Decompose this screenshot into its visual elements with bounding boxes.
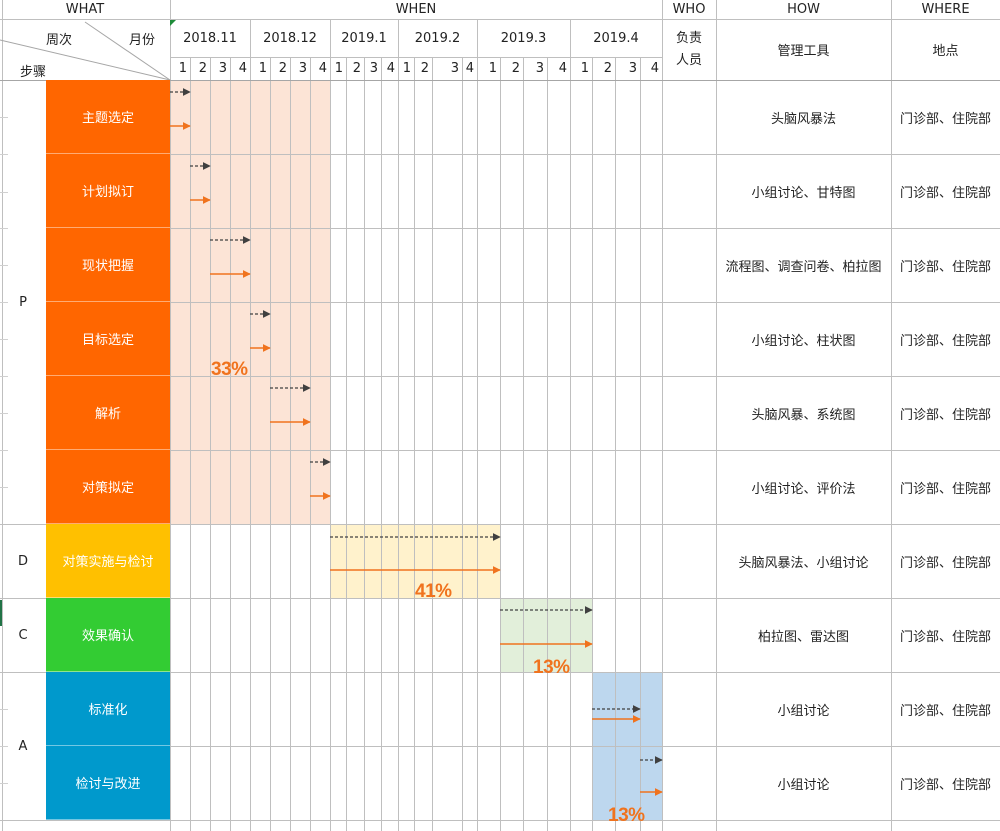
week-header: 4 — [650, 61, 659, 76]
diag-step-label: 步骤 — [20, 65, 47, 80]
diag-month-label: 月份 — [129, 33, 156, 48]
week-header: 1 — [178, 61, 187, 76]
step-cell: 对策实施与检讨 — [46, 524, 170, 598]
week-header: 2 — [511, 61, 520, 76]
where-cell: 门诊部、住院部 — [899, 333, 991, 349]
step-cell: 对策拟定 — [46, 450, 170, 524]
how-cell: 头脑风暴法 — [770, 111, 836, 127]
where-cell: 门诊部、住院部 — [899, 111, 991, 127]
selection-mark — [0, 600, 2, 626]
week-header: 2 — [352, 61, 361, 76]
diag-week-label: 周次 — [46, 33, 73, 48]
week-header: 4 — [318, 61, 327, 76]
month-header: 2019.2 — [414, 30, 461, 46]
how-header: HOW — [787, 2, 820, 17]
where-cell: 门诊部、住院部 — [899, 185, 991, 201]
who-cell — [662, 228, 716, 302]
diagonal-line — [84, 21, 171, 81]
step-cell: 现状把握 — [46, 228, 170, 302]
where-cell: 门诊部、住院部 — [899, 481, 991, 497]
week-header: 1 — [402, 61, 411, 76]
how-cell: 小组讨论 — [777, 703, 830, 719]
how-cell: 头脑风暴法、小组讨论 — [738, 555, 869, 571]
step-cell: 标准化 — [46, 672, 170, 746]
month-header: 2019.3 — [500, 30, 547, 46]
week-header: 2 — [278, 61, 287, 76]
week-header: 3 — [628, 61, 637, 76]
phase-percent-label: 13% — [533, 657, 570, 678]
how-cell: 小组讨论、柱状图 — [751, 333, 856, 349]
week-header: 3 — [218, 61, 227, 76]
month-header: 2018.12 — [263, 30, 317, 46]
where-cell: 门诊部、住院部 — [899, 629, 991, 645]
week-header: 1 — [488, 61, 497, 76]
week-header: 4 — [465, 61, 474, 76]
week-header: 3 — [535, 61, 544, 76]
how-cell: 小组讨论、评价法 — [751, 481, 856, 497]
where-cell: 门诊部、住院部 — [899, 555, 991, 571]
week-header: 4 — [238, 61, 247, 76]
how-cell: 流程图、调查问卷、柏拉图 — [725, 259, 882, 275]
where-cell: 门诊部、住院部 — [899, 407, 991, 423]
week-header: 2 — [198, 61, 207, 76]
step-cell: 目标选定 — [46, 302, 170, 376]
where-cell: 门诊部、住院部 — [899, 259, 991, 275]
who-cell — [662, 598, 716, 672]
step-cell: 计划拟订 — [46, 154, 170, 228]
how-cell: 小组讨论、甘特图 — [751, 185, 856, 201]
month-header: 2019.4 — [593, 30, 639, 46]
who-cell — [662, 524, 716, 598]
week-header: 1 — [580, 61, 589, 76]
week-header: 3 — [369, 61, 378, 76]
week-header: 3 — [298, 61, 307, 76]
month-header: 2018.11 — [183, 30, 237, 46]
how-cell: 柏拉图、雷达图 — [757, 629, 849, 645]
week-header: 1 — [334, 61, 343, 76]
who-header: WHO — [672, 2, 706, 17]
how-cell: 小组讨论 — [777, 777, 830, 793]
phase-percent-label: 41% — [415, 581, 452, 602]
phase-label-d: D — [17, 553, 28, 569]
who-cell — [662, 80, 716, 154]
where-cell: 门诊部、住院部 — [899, 703, 991, 719]
how-subheader: 管理工具 — [777, 44, 830, 59]
comment-indicator-icon — [170, 20, 176, 26]
week-header: 3 — [450, 61, 459, 76]
who-subheader: 负责人员 — [675, 30, 702, 68]
diagonal-line — [0, 39, 171, 81]
who-cell — [662, 672, 716, 746]
who-cell — [662, 302, 716, 376]
phase-label-p: P — [19, 294, 27, 310]
where-subheader: 地点 — [932, 44, 959, 59]
where-header: WHERE — [921, 2, 970, 17]
phase-percent-label: 33% — [211, 359, 248, 380]
who-cell — [662, 376, 716, 450]
who-cell — [662, 154, 716, 228]
who-cell — [662, 746, 716, 820]
step-cell: 解析 — [46, 376, 170, 450]
phase-label-c: C — [18, 627, 28, 643]
phase-percent-label: 13% — [608, 805, 645, 826]
where-cell: 门诊部、住院部 — [899, 777, 991, 793]
what-header: WHAT — [65, 2, 105, 17]
step-cell: 检讨与改进 — [46, 746, 170, 820]
who-cell — [662, 450, 716, 524]
when-header: WHEN — [395, 2, 437, 17]
week-header: 4 — [558, 61, 567, 76]
week-header: 4 — [386, 61, 395, 76]
how-cell: 头脑风暴、系统图 — [751, 407, 856, 423]
week-header: 2 — [420, 61, 429, 76]
month-header: 2019.1 — [341, 30, 387, 46]
week-header: 1 — [258, 61, 267, 76]
step-cell: 效果确认 — [46, 598, 170, 672]
week-header: 2 — [603, 61, 612, 76]
phase-label-a: A — [18, 738, 28, 754]
step-cell: 主题选定 — [46, 80, 170, 154]
